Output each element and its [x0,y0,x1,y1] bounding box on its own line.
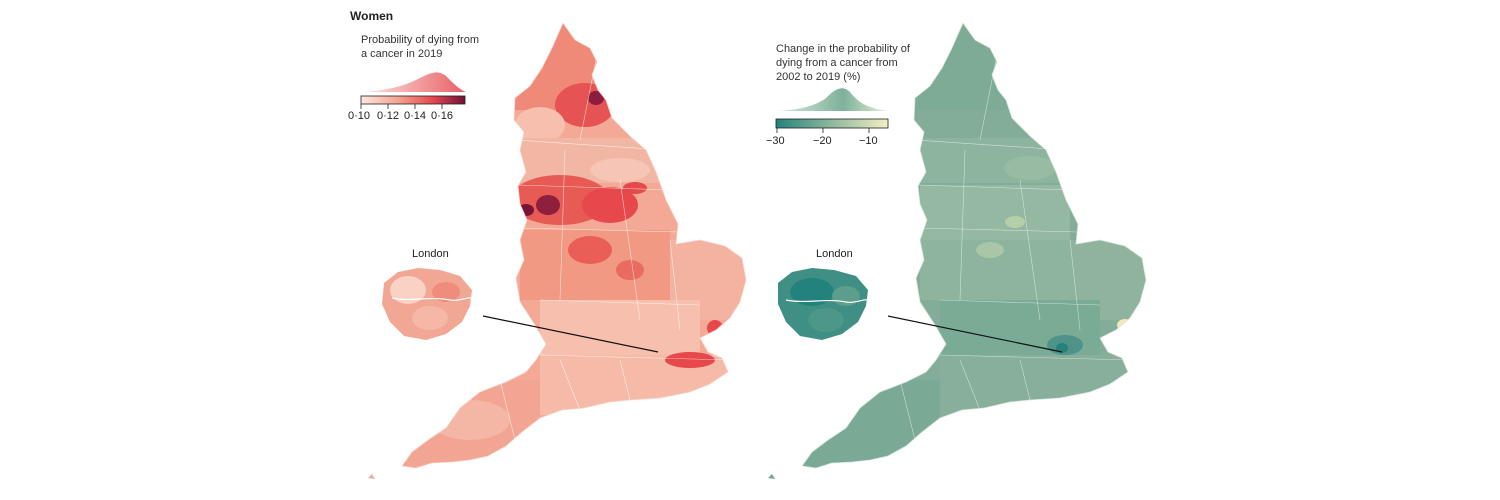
right-density-curve [776,88,888,111]
right-london-inset [778,268,1063,353]
right-legend-title-line1: Change in the probability of [776,43,910,55]
figure-title: Women [350,9,394,23]
right-legend-title-line2: dying from a cancer from [776,57,898,69]
right-england-map [768,22,1147,479]
left-tick-label: 0·12 [377,110,400,122]
left-legend-title: Probability of dying from a cancer in 20… [361,33,479,61]
left-legend-title-line2: a cancer in 2019 [361,48,443,60]
left-tick-label: 0·16 [431,110,454,122]
right-tick-label: −20 [813,135,832,147]
right-tick-label: −10 [859,135,878,147]
left-tick-label: 0·14 [404,110,427,122]
left-london-inset [382,268,659,353]
left-london-leader-line [482,315,659,353]
left-island [368,474,375,479]
right-london-leader-line [887,315,1063,353]
right-colorbar [775,118,889,129]
left-legend-title-line1: Probability of dying from [361,34,479,46]
left-tick-label: 0·10 [348,110,371,122]
left-england-map [368,22,747,479]
right-legend-title: Change in the probability of dying from … [776,42,910,84]
left-london-label: London [412,248,449,260]
left-legend [360,72,466,109]
left-colorbar [360,95,466,105]
left-density-curve [361,72,466,92]
right-island [768,474,775,479]
right-tick-label: −30 [766,135,785,147]
right-london-label: London [816,248,853,260]
right-legend [775,88,889,133]
right-legend-title-line3: 2002 to 2019 (%) [776,71,861,83]
